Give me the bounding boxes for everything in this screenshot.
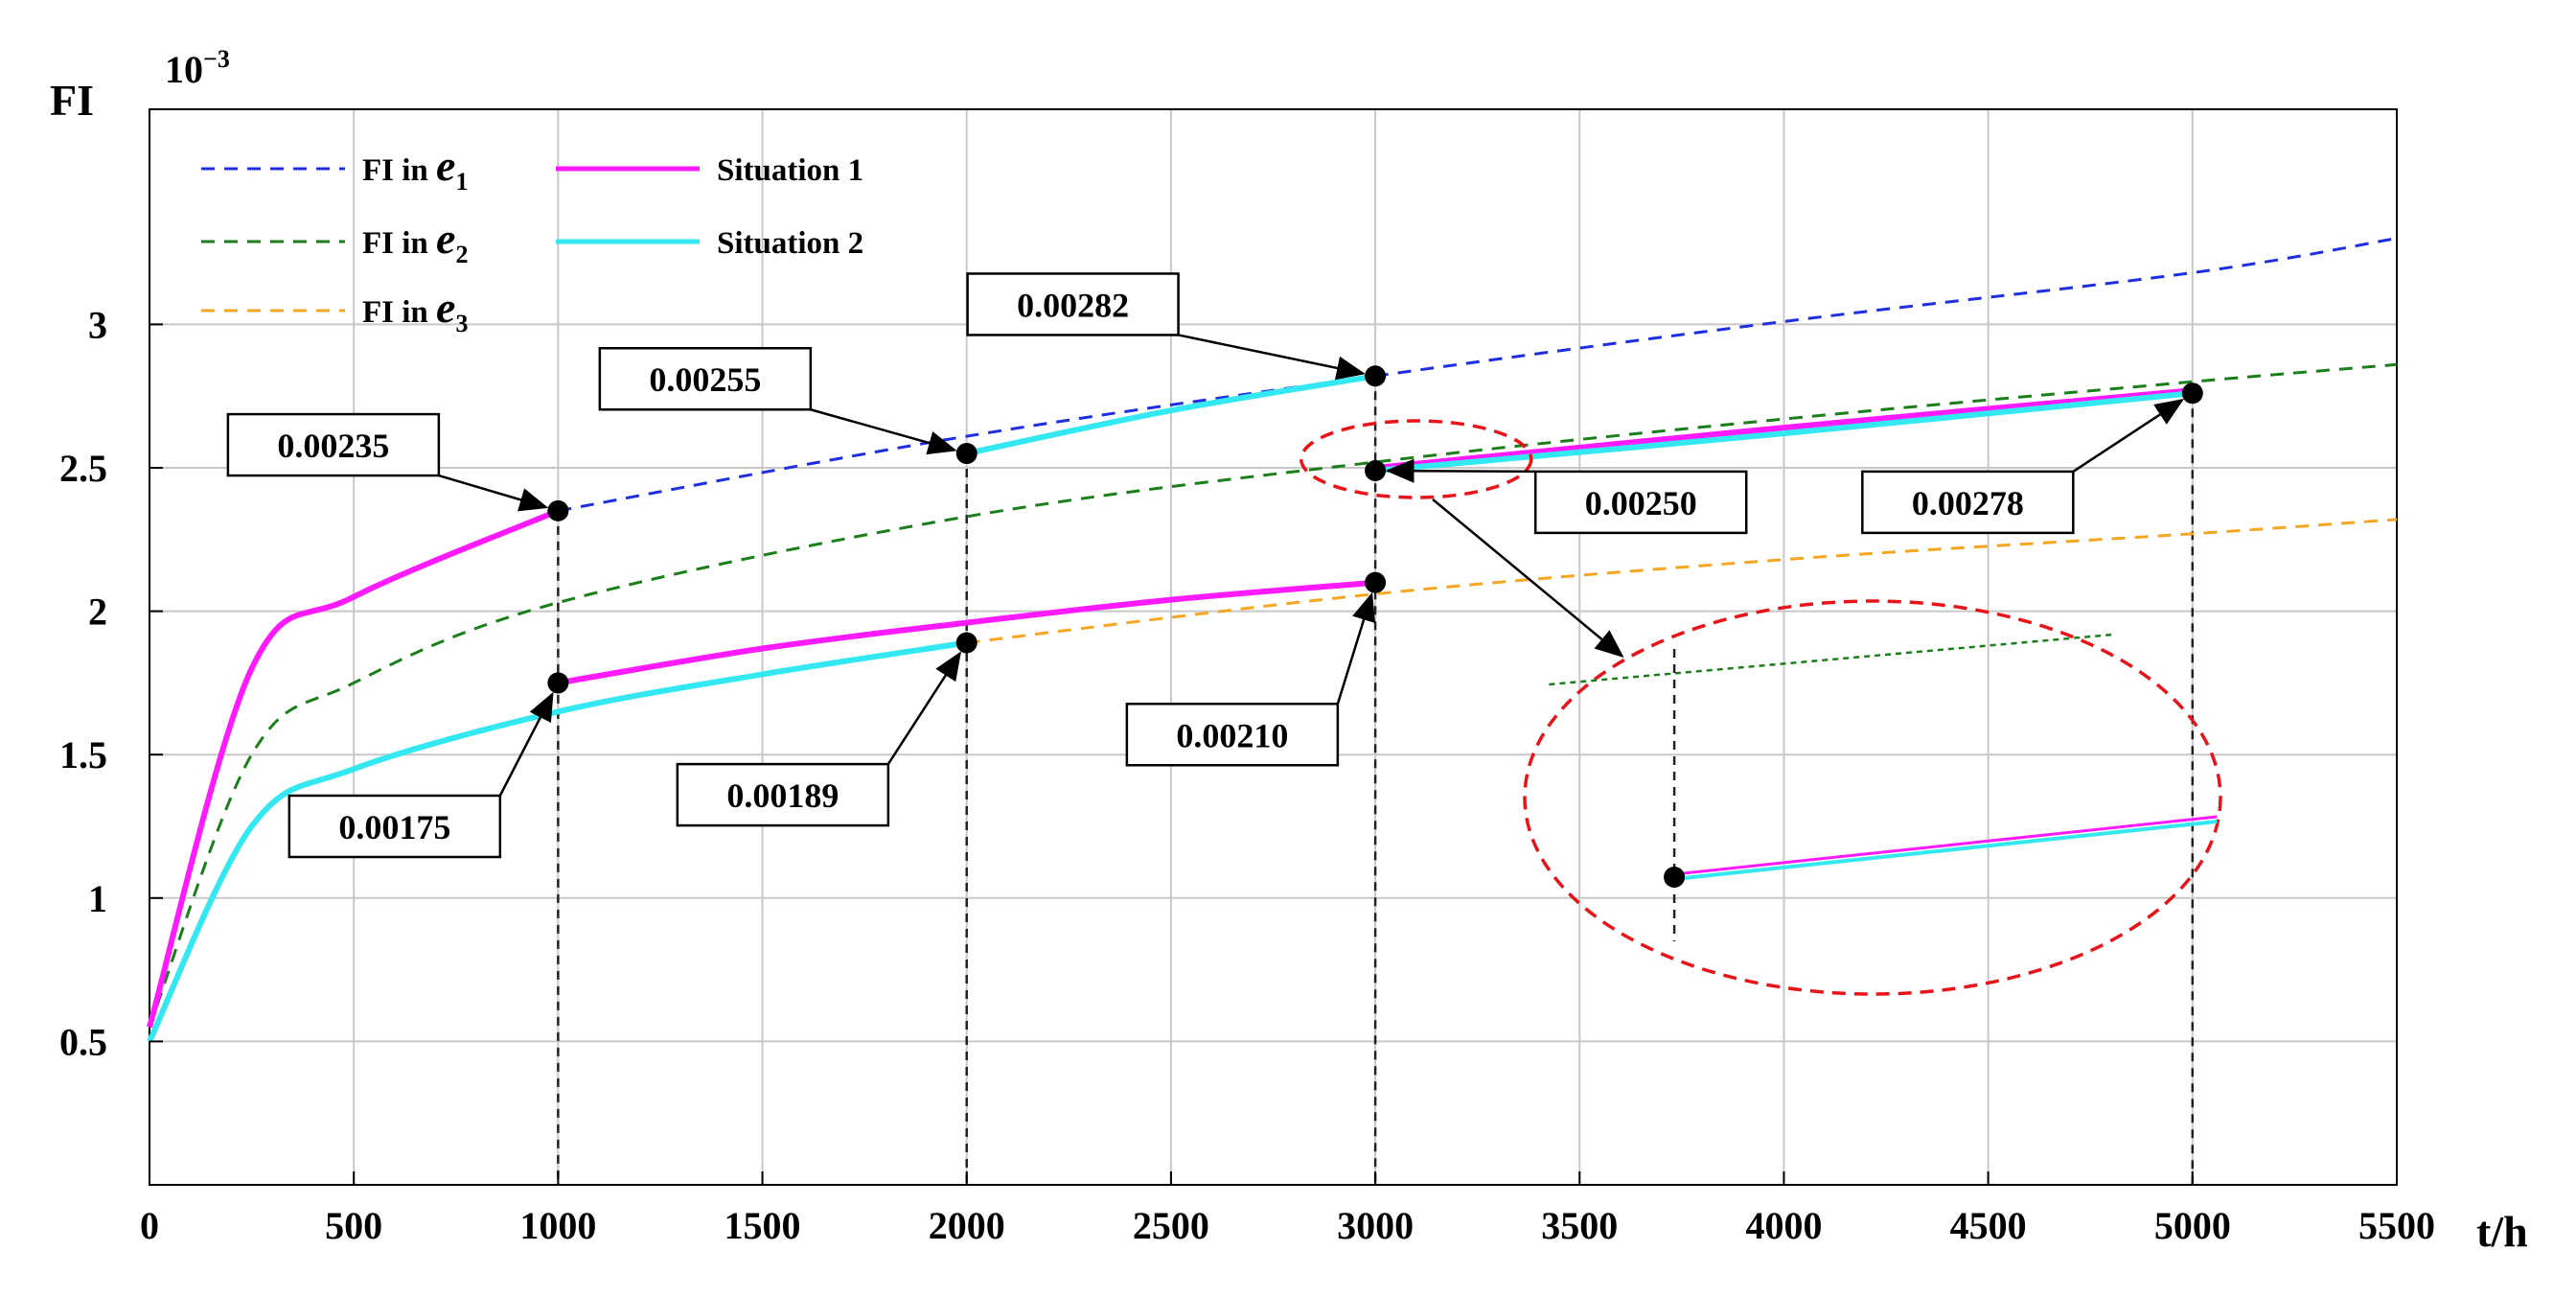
annotation-label-0.00189: 0.00189 — [726, 776, 839, 815]
series-lines — [147, 237, 2398, 1043]
zoom-target-ellipse — [1523, 599, 2222, 996]
x-tick-label: 1500 — [724, 1204, 801, 1247]
x-tick-label: 5000 — [2154, 1204, 2231, 1247]
y-tick-label: 0.5 — [59, 1020, 107, 1063]
annotation-arrow-0.00278 — [2072, 398, 2185, 473]
series-line-situation-1 — [1374, 387, 2194, 471]
legend-label-fi-in-e3: FI in e3 — [362, 283, 468, 337]
legend-label-fi-in-e1: FI in e1 — [362, 141, 468, 196]
y-axis-label: FI — [50, 76, 94, 125]
annotation-label-0.00235: 0.00235 — [277, 427, 389, 465]
x-tick-label: 500 — [325, 1204, 382, 1247]
data-marker-0.00250 — [1365, 459, 1387, 481]
annotation-box-0.00189 — [676, 762, 890, 827]
axis-ticks: 0 500 1000 1500 2000 2500 3000 3500 4000 4500 5000… — [59, 303, 2435, 1247]
annotation-arrow-0.00189 — [886, 651, 962, 765]
y-tick-label: 3 — [88, 303, 107, 346]
annotation-arrow-zoom — [1432, 498, 1624, 658]
series-line-fi-in-e2 — [148, 362, 2398, 1028]
series-line-situation-2 — [147, 639, 968, 1043]
data-marker-0.00189 — [955, 632, 978, 654]
legend-label-fi-in-e2: FI in e2 — [362, 214, 468, 268]
x-tick-label: 0 — [140, 1204, 159, 1247]
data-marker-0.00235 — [547, 499, 569, 521]
annotation-arrow-0.00235 — [438, 474, 549, 512]
zoom-line-fi-e2 — [1549, 633, 2113, 686]
data-marker-0.00282 — [1365, 365, 1387, 387]
series-line-situation-1 — [147, 508, 560, 1029]
zoom-line-situation-1 — [1673, 815, 2218, 876]
annotation-label-0.00278: 0.00278 — [1912, 484, 2024, 522]
y-tick-label: 1 — [88, 877, 107, 920]
annotation-label-0.00255: 0.00255 — [649, 360, 761, 399]
annotation-arrow-0.00250 — [1385, 458, 1536, 483]
x-tick-label: 4000 — [1745, 1204, 1822, 1247]
y-tick-label: 2 — [88, 591, 107, 634]
grid — [150, 109, 2397, 1185]
zoom-marker — [1664, 867, 1686, 888]
annotation-box-0.00278 — [1861, 470, 2075, 535]
series-line-situation-2 — [1374, 390, 2194, 474]
annotation-box-0.00250 — [1533, 470, 1748, 535]
zoom-line-situation-2 — [1673, 820, 2218, 881]
x-axis-label: t/h — [2476, 1207, 2528, 1256]
plot-frame — [149, 108, 2398, 1186]
series-line-fi-in-e1 — [558, 237, 2398, 513]
x-tick-label: 5500 — [2358, 1204, 2435, 1247]
annotation-box-0.00210 — [1125, 703, 1340, 767]
x-tick-label: 1000 — [519, 1204, 596, 1247]
series-line-situation-2 — [966, 373, 1376, 456]
data-marker-0.00175 — [547, 672, 569, 694]
x-tick-label: 4500 — [1950, 1204, 2027, 1247]
y-axis-exponent-power: −3 — [203, 45, 230, 73]
series-line-fi-in-e3 — [966, 518, 2398, 644]
x-tick-label: 2000 — [929, 1204, 1005, 1247]
annotation-label-0.00175: 0.00175 — [338, 808, 450, 846]
data-marker-0.00210 — [1365, 571, 1387, 593]
data-marker-0.00278 — [2181, 382, 2203, 405]
guide-lines — [557, 376, 2195, 1185]
annotation-box-0.00282 — [966, 272, 1180, 336]
data-markers — [547, 365, 2203, 694]
y-tick-label: 1.5 — [59, 733, 107, 776]
annotations: 0.00235 0.00175 0.00255 0.00189 0.00282 0.002… — [226, 272, 2185, 859]
legend-label-situation-2: Situation 2 — [717, 226, 863, 261]
x-tick-label: 2500 — [1133, 1204, 1209, 1247]
annotation-box-0.00175 — [288, 794, 502, 859]
legend-label-situation-1: Situation 1 — [717, 153, 863, 188]
annotation-label-0.00250: 0.00250 — [1585, 484, 1697, 522]
y-axis-exponent: 10−3 — [165, 45, 230, 91]
annotation-arrow-0.00255 — [810, 408, 957, 455]
annotation-label-0.00210: 0.00210 — [1176, 716, 1288, 754]
annotation-box-0.00255 — [598, 346, 813, 411]
zoom-source-ellipse — [1299, 419, 1533, 499]
y-tick-label: 2.5 — [59, 447, 107, 490]
data-marker-0.00255 — [955, 443, 978, 465]
annotation-label-0.00282: 0.00282 — [1017, 286, 1129, 324]
series-line-situation-1 — [557, 579, 1376, 686]
x-tick-label: 3500 — [1541, 1204, 1618, 1247]
legend: FI in e1 FI in e2 FI in e3 Situation 1 Situa… — [201, 141, 863, 337]
annotation-arrow-0.00210 — [1336, 591, 1376, 705]
x-tick-label: 3000 — [1337, 1204, 1414, 1247]
zoom-inset — [1299, 419, 2222, 996]
annotation-arrow-0.00282 — [1178, 334, 1366, 381]
annotation-box-0.00235 — [226, 412, 441, 477]
annotation-arrow-0.00175 — [498, 691, 554, 797]
